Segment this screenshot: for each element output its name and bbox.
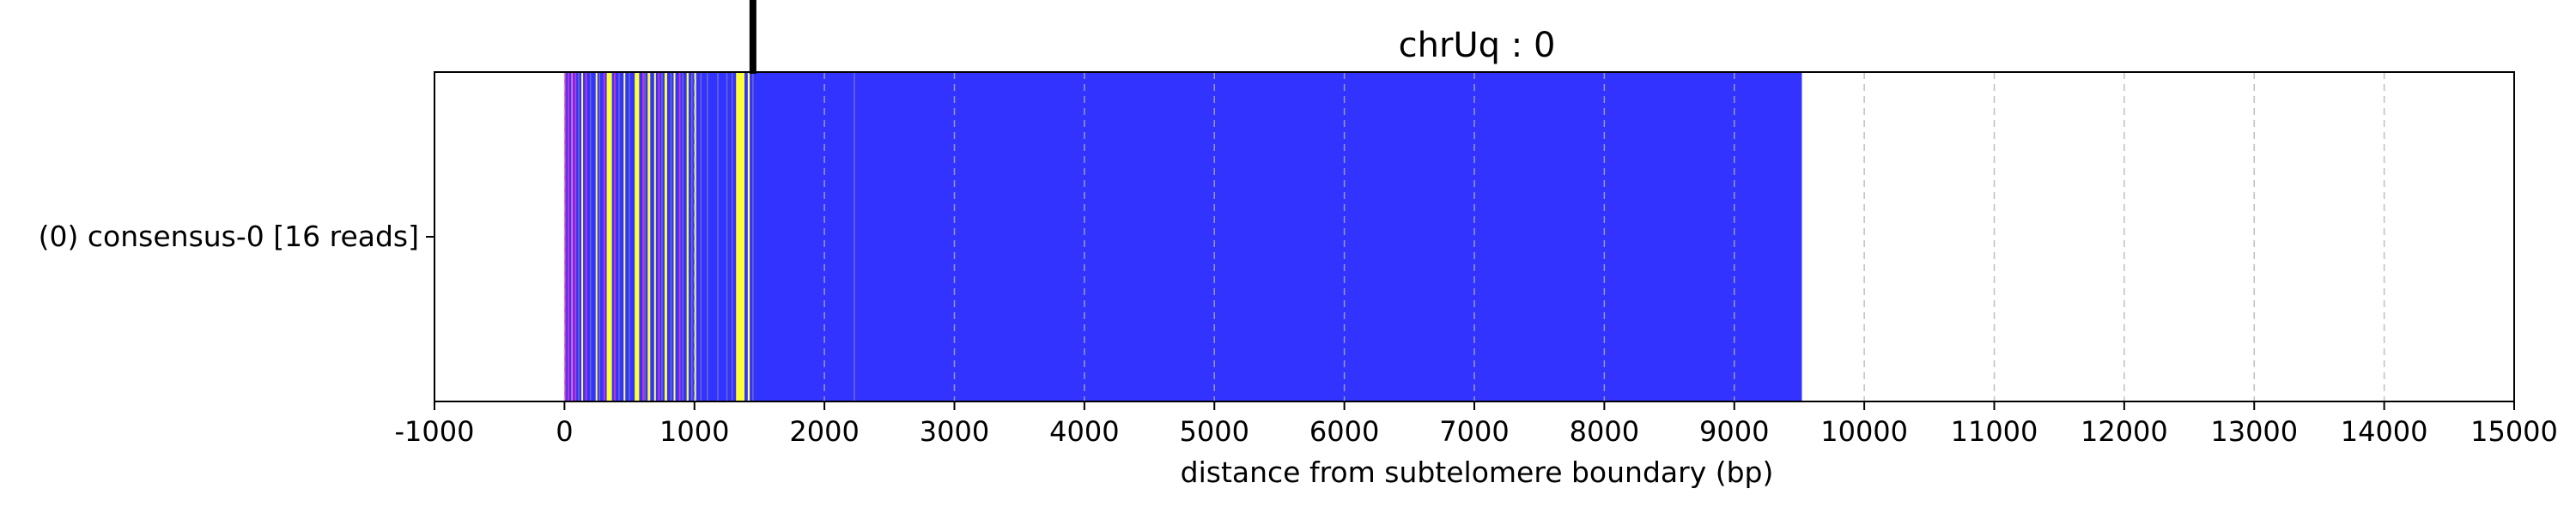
bar-segment [574, 73, 577, 401]
bar-segment [647, 73, 651, 401]
x-tick-label: 7000 [1439, 415, 1509, 448]
x-tick-label: 9000 [1699, 415, 1769, 448]
chart-title: chrUq : 0 [1399, 26, 1556, 65]
bar-segment [658, 73, 660, 401]
bar-segment [694, 73, 696, 401]
x-tick-label: 5000 [1180, 415, 1249, 448]
bar-segment [635, 73, 640, 401]
bar-base [564, 73, 1802, 401]
bar-segment [678, 73, 681, 401]
bar-segment [585, 73, 587, 401]
x-tick-label: 13000 [2210, 415, 2298, 448]
bar-segment [673, 73, 676, 401]
bar-segment [571, 73, 574, 401]
x-tick-label: 2000 [789, 415, 859, 448]
bar-segment [568, 73, 570, 401]
bar-segment [606, 73, 612, 401]
x-axis-label: distance from subtelomere boundary (bp) [1181, 456, 1774, 489]
bar-segment [686, 73, 689, 401]
bar-segment [653, 73, 656, 401]
bar-segment [603, 73, 605, 401]
bar-segment [581, 73, 584, 401]
x-tick-label: 12000 [2081, 415, 2168, 448]
bar-segment [623, 73, 626, 401]
x-tick-label: 8000 [1570, 415, 1639, 448]
bar-segment [747, 73, 750, 401]
x-tick-label: 0 [556, 415, 573, 448]
x-tick-label: 10000 [1820, 415, 1908, 448]
bar-segment [595, 73, 598, 401]
x-tick-label: 6000 [1309, 415, 1379, 448]
x-tick-label: 3000 [920, 415, 989, 448]
bar-segment [642, 73, 645, 401]
x-tick-label: 1000 [659, 415, 729, 448]
bar-segment [664, 73, 667, 401]
x-tick-label: 11000 [1951, 415, 2038, 448]
bar-segment [736, 73, 745, 401]
bar-segment [564, 73, 567, 401]
plot-layer: -1000 0 1000 2000 3000 4000 5000 6000 7000 8000 90… [39, 0, 2558, 448]
bar-segment [613, 73, 616, 401]
x-tick-label: 14000 [2341, 415, 2428, 448]
x-tick-label: 4000 [1049, 415, 1119, 448]
x-tick-label: -1000 [395, 415, 475, 448]
row-label: (0) consensus-0 [16 reads] [39, 220, 419, 253]
x-tick-label: 15000 [2470, 415, 2558, 448]
